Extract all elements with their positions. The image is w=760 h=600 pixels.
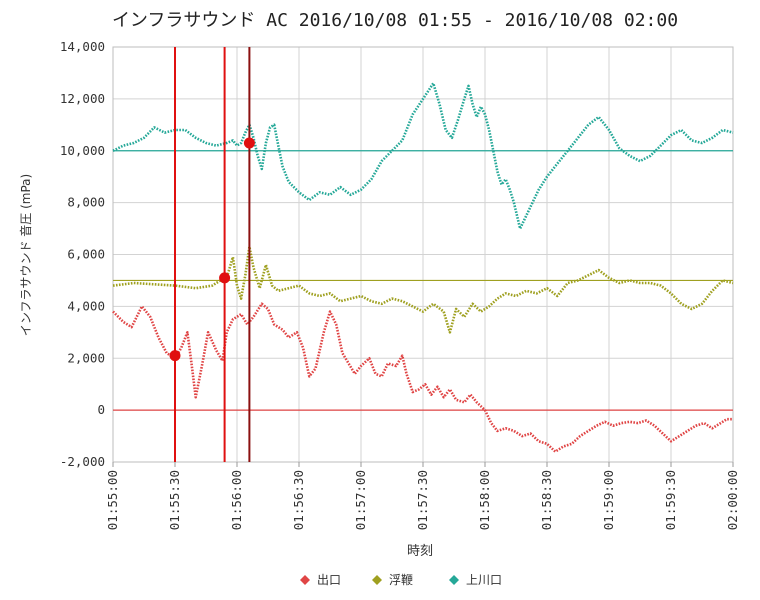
baselines bbox=[113, 150, 733, 411]
series-line-上川口 bbox=[112, 82, 734, 230]
point-markers bbox=[169, 137, 255, 362]
x-tick-label: 01:56:30 bbox=[291, 470, 306, 530]
legend-label: 出口 bbox=[317, 573, 341, 587]
legend-item-浮鞭[interactable]: 浮鞭 bbox=[372, 573, 413, 587]
y-tick-label: 6,000 bbox=[67, 247, 105, 262]
y-axis-ticks: -2,000 0 2,000 4,000 6,000 8,000 10,000 12,000 1… bbox=[60, 39, 105, 469]
x-axis-ticks: 01:55:00 01:55:30 01:56:00 01:56:30 01:57:00… bbox=[105, 462, 740, 530]
x-tick-label: 01:58:30 bbox=[539, 470, 554, 530]
legend-label: 上川口 bbox=[466, 573, 502, 587]
legend-item-上川口[interactable]: 上川口 bbox=[449, 573, 502, 587]
x-tick-label: 01:55:00 bbox=[105, 470, 120, 530]
series-plot bbox=[112, 82, 734, 453]
series-line-浮鞭 bbox=[112, 245, 734, 334]
y-tick-label: 14,000 bbox=[60, 39, 105, 54]
y-tick-label: 10,000 bbox=[60, 143, 105, 158]
y-tick-label: 8,000 bbox=[67, 195, 105, 210]
point-marker-上川口 bbox=[243, 137, 255, 149]
legend-label: 浮鞭 bbox=[389, 573, 413, 587]
y-tick-label: 12,000 bbox=[60, 91, 105, 106]
series-line-出口 bbox=[112, 302, 733, 453]
x-tick-label: 01:57:30 bbox=[415, 470, 430, 530]
legend-swatch bbox=[449, 575, 459, 585]
chart-title: インフラサウンド AC 2016/10/08 01:55 - 2016/10/0… bbox=[112, 10, 678, 31]
x-tick-label: 01:59:30 bbox=[663, 470, 678, 530]
x-tick-label: 01:55:30 bbox=[167, 470, 182, 530]
x-axis-title: 時刻 bbox=[407, 544, 433, 559]
x-tick-label: 01:58:00 bbox=[477, 470, 492, 530]
legend-item-出口[interactable]: 出口 bbox=[300, 573, 341, 587]
x-tick-label: 01:57:00 bbox=[353, 470, 368, 530]
legend-swatch bbox=[300, 575, 310, 585]
time-markers bbox=[174, 47, 251, 462]
grid bbox=[112, 46, 734, 463]
legend: 出口 浮鞭 上川口 bbox=[300, 573, 502, 587]
point-marker-出口 bbox=[169, 350, 181, 362]
point-marker-浮鞭 bbox=[219, 272, 231, 284]
y-tick-label: 2,000 bbox=[67, 350, 105, 365]
x-tick-label: 02:00:00 bbox=[725, 470, 740, 530]
legend-swatch bbox=[372, 575, 382, 585]
x-tick-label: 01:56:00 bbox=[229, 470, 244, 530]
y-tick-label: -2,000 bbox=[60, 454, 105, 469]
x-tick-label: 01:59:00 bbox=[601, 470, 616, 530]
y-tick-label: 4,000 bbox=[67, 298, 105, 313]
y-axis-title: インフラサウンド 音圧 (mPa) bbox=[18, 174, 33, 336]
y-tick-label: 0 bbox=[97, 402, 105, 417]
